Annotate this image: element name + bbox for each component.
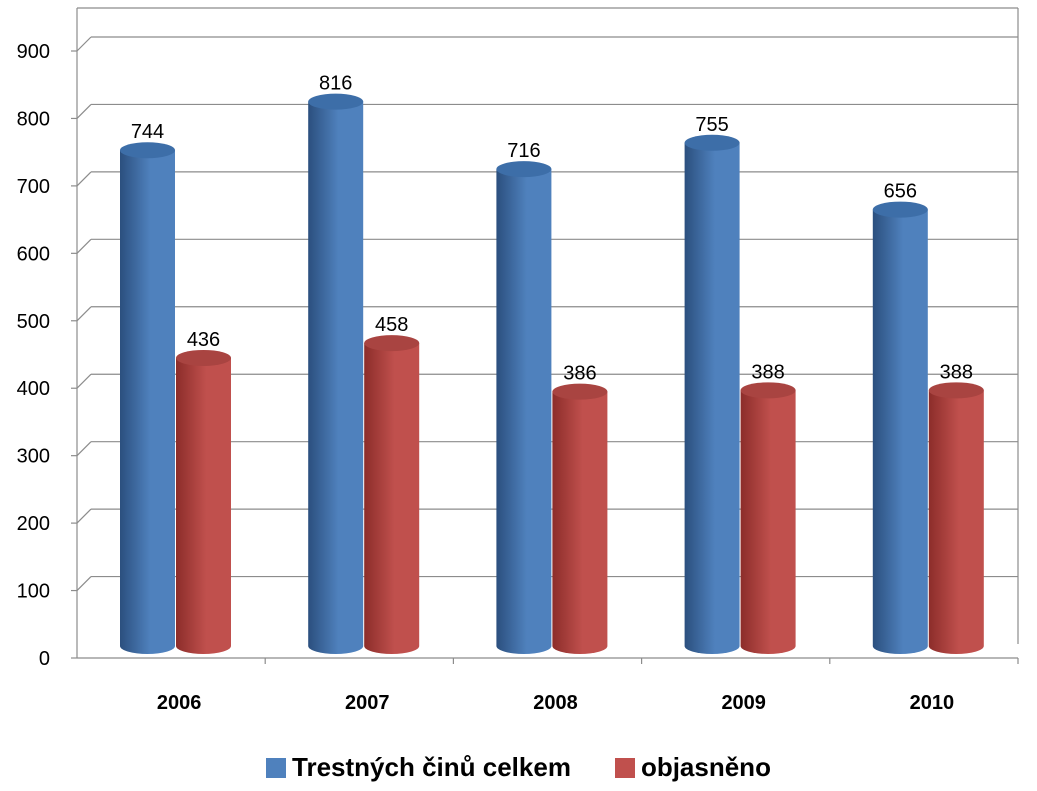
data-label-total-2006: 744 (131, 121, 164, 143)
y-tick-label: 0 (39, 648, 50, 670)
legend-item-total: Trestných činů celkem (266, 752, 571, 783)
y-tick-label: 200 (17, 513, 50, 535)
bar-top (928, 382, 984, 399)
bar-top (120, 142, 175, 159)
gridline-diagonal (76, 508, 92, 524)
legend-swatch-solved (614, 757, 635, 778)
bar-solved-2009 (740, 382, 796, 654)
data-label-total-2009: 755 (695, 114, 728, 136)
y-tick-label: 500 (17, 311, 50, 333)
y-tick-label: 900 (17, 41, 50, 63)
bar-total-2006 (120, 142, 175, 655)
x-category-label: 2006 (157, 692, 202, 714)
bar-top (740, 382, 796, 399)
bar-solved-2010 (928, 382, 984, 654)
bar-total-2007 (308, 93, 364, 655)
bar-top (308, 93, 364, 110)
bar-top (552, 383, 608, 400)
bar-body (308, 101, 364, 655)
bar-solved-2008 (552, 383, 608, 654)
bar-body (684, 142, 740, 655)
legend: Trestných činů celkem objasněno (0, 752, 1037, 783)
y-tick-label: 100 (17, 581, 50, 603)
gridline-diagonal (76, 373, 92, 389)
data-label-total-2007: 816 (319, 73, 352, 95)
x-category-label: 2009 (721, 692, 766, 714)
bar-total-2008 (496, 161, 552, 654)
bar-body (872, 209, 928, 654)
bar-top (684, 134, 740, 151)
data-labels: 744 436 816 458 716 386 755 388 656 388 (131, 73, 973, 385)
bar-body (740, 390, 796, 654)
gridline-diagonal (76, 576, 92, 591)
bar-top (872, 201, 928, 218)
legend-label-solved: objasněno (640, 752, 771, 782)
data-label-solved-2006: 436 (187, 329, 220, 351)
bar-body (176, 357, 231, 654)
data-label-total-2010: 656 (884, 181, 917, 203)
gridline-diagonal (76, 36, 92, 52)
bar-top (496, 161, 552, 178)
data-label-solved-2008: 386 (563, 363, 596, 385)
bar-top (364, 335, 420, 352)
bar-total-2009 (684, 134, 740, 655)
legend-swatch-total (266, 757, 287, 778)
bar-top (176, 349, 231, 366)
x-category-label: 2008 (533, 692, 578, 714)
bar-body (552, 391, 608, 654)
gridline-diagonal (76, 441, 92, 457)
data-label-solved-2007: 458 (375, 314, 408, 336)
gridline-diagonal (76, 104, 92, 119)
x-category-label: 2010 (910, 692, 955, 714)
bar-solved-2007 (364, 335, 420, 654)
gridline-diagonal (76, 306, 92, 322)
y-tick-label: 400 (17, 378, 50, 400)
bar-solved-2006 (176, 349, 231, 654)
bar-body (928, 390, 984, 654)
bar-body (120, 150, 175, 655)
y-tick-label: 300 (17, 446, 50, 468)
data-label-solved-2009: 388 (751, 361, 784, 383)
bar-body (496, 169, 552, 654)
bar-total-2010 (872, 201, 928, 654)
legend-label-total: Trestných činů celkem (292, 752, 571, 782)
axes: 0 100 200 300 400 500 600 700 800 900 2006 2007 2008… (17, 8, 1019, 714)
bars (120, 93, 984, 655)
x-category-label: 2007 (345, 692, 390, 714)
data-label-total-2008: 716 (507, 140, 540, 162)
y-tick-label: 700 (17, 176, 50, 198)
y-tick-label: 800 (17, 108, 50, 130)
bar-body (364, 343, 420, 654)
gridline-diagonal (76, 171, 92, 187)
gridline-diagonal (76, 238, 92, 254)
data-label-solved-2010: 388 (940, 361, 973, 383)
legend-item-solved: objasněno (614, 752, 771, 783)
y-tick-label: 600 (17, 243, 50, 265)
